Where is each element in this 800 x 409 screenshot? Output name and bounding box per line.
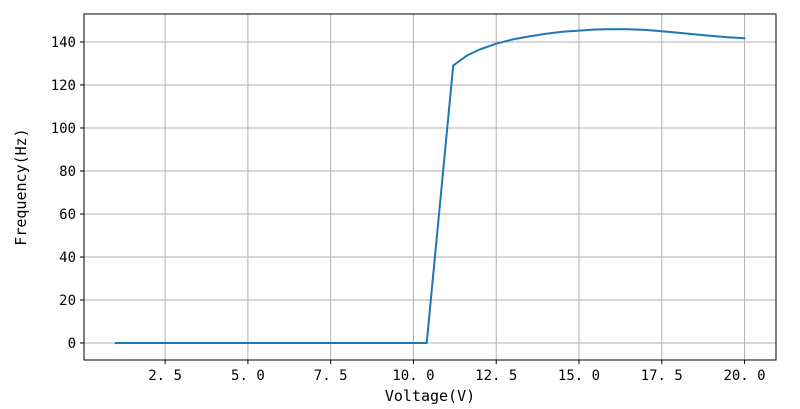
y-tick-label: 40 — [59, 250, 76, 266]
y-tick-label: 120 — [51, 78, 76, 94]
x-axis-label: Voltage(V) — [384, 387, 476, 405]
y-tick-label: 80 — [59, 164, 76, 180]
y-tick-label: 140 — [51, 35, 76, 51]
x-tick-label: 12. 5 — [475, 368, 517, 384]
x-tick-label: 20. 0 — [723, 368, 765, 384]
x-tick-label: 7. 5 — [314, 368, 348, 384]
y-tick-label: 0 — [68, 336, 76, 352]
x-tick-label: 17. 5 — [641, 368, 683, 384]
x-tick-label: 15. 0 — [558, 368, 600, 384]
data-line — [114, 28, 746, 344]
y-tick-label: 100 — [51, 121, 76, 137]
x-tick-label: 2. 5 — [148, 368, 182, 384]
plot-border — [83, 13, 777, 361]
x-tick-label: 5. 0 — [231, 368, 265, 384]
y-tick-label: 20 — [59, 293, 76, 309]
x-tick-label: 10. 0 — [392, 368, 434, 384]
y-tick-label: 60 — [59, 207, 76, 223]
y-axis-label: Frequency(Hz) — [12, 128, 30, 246]
